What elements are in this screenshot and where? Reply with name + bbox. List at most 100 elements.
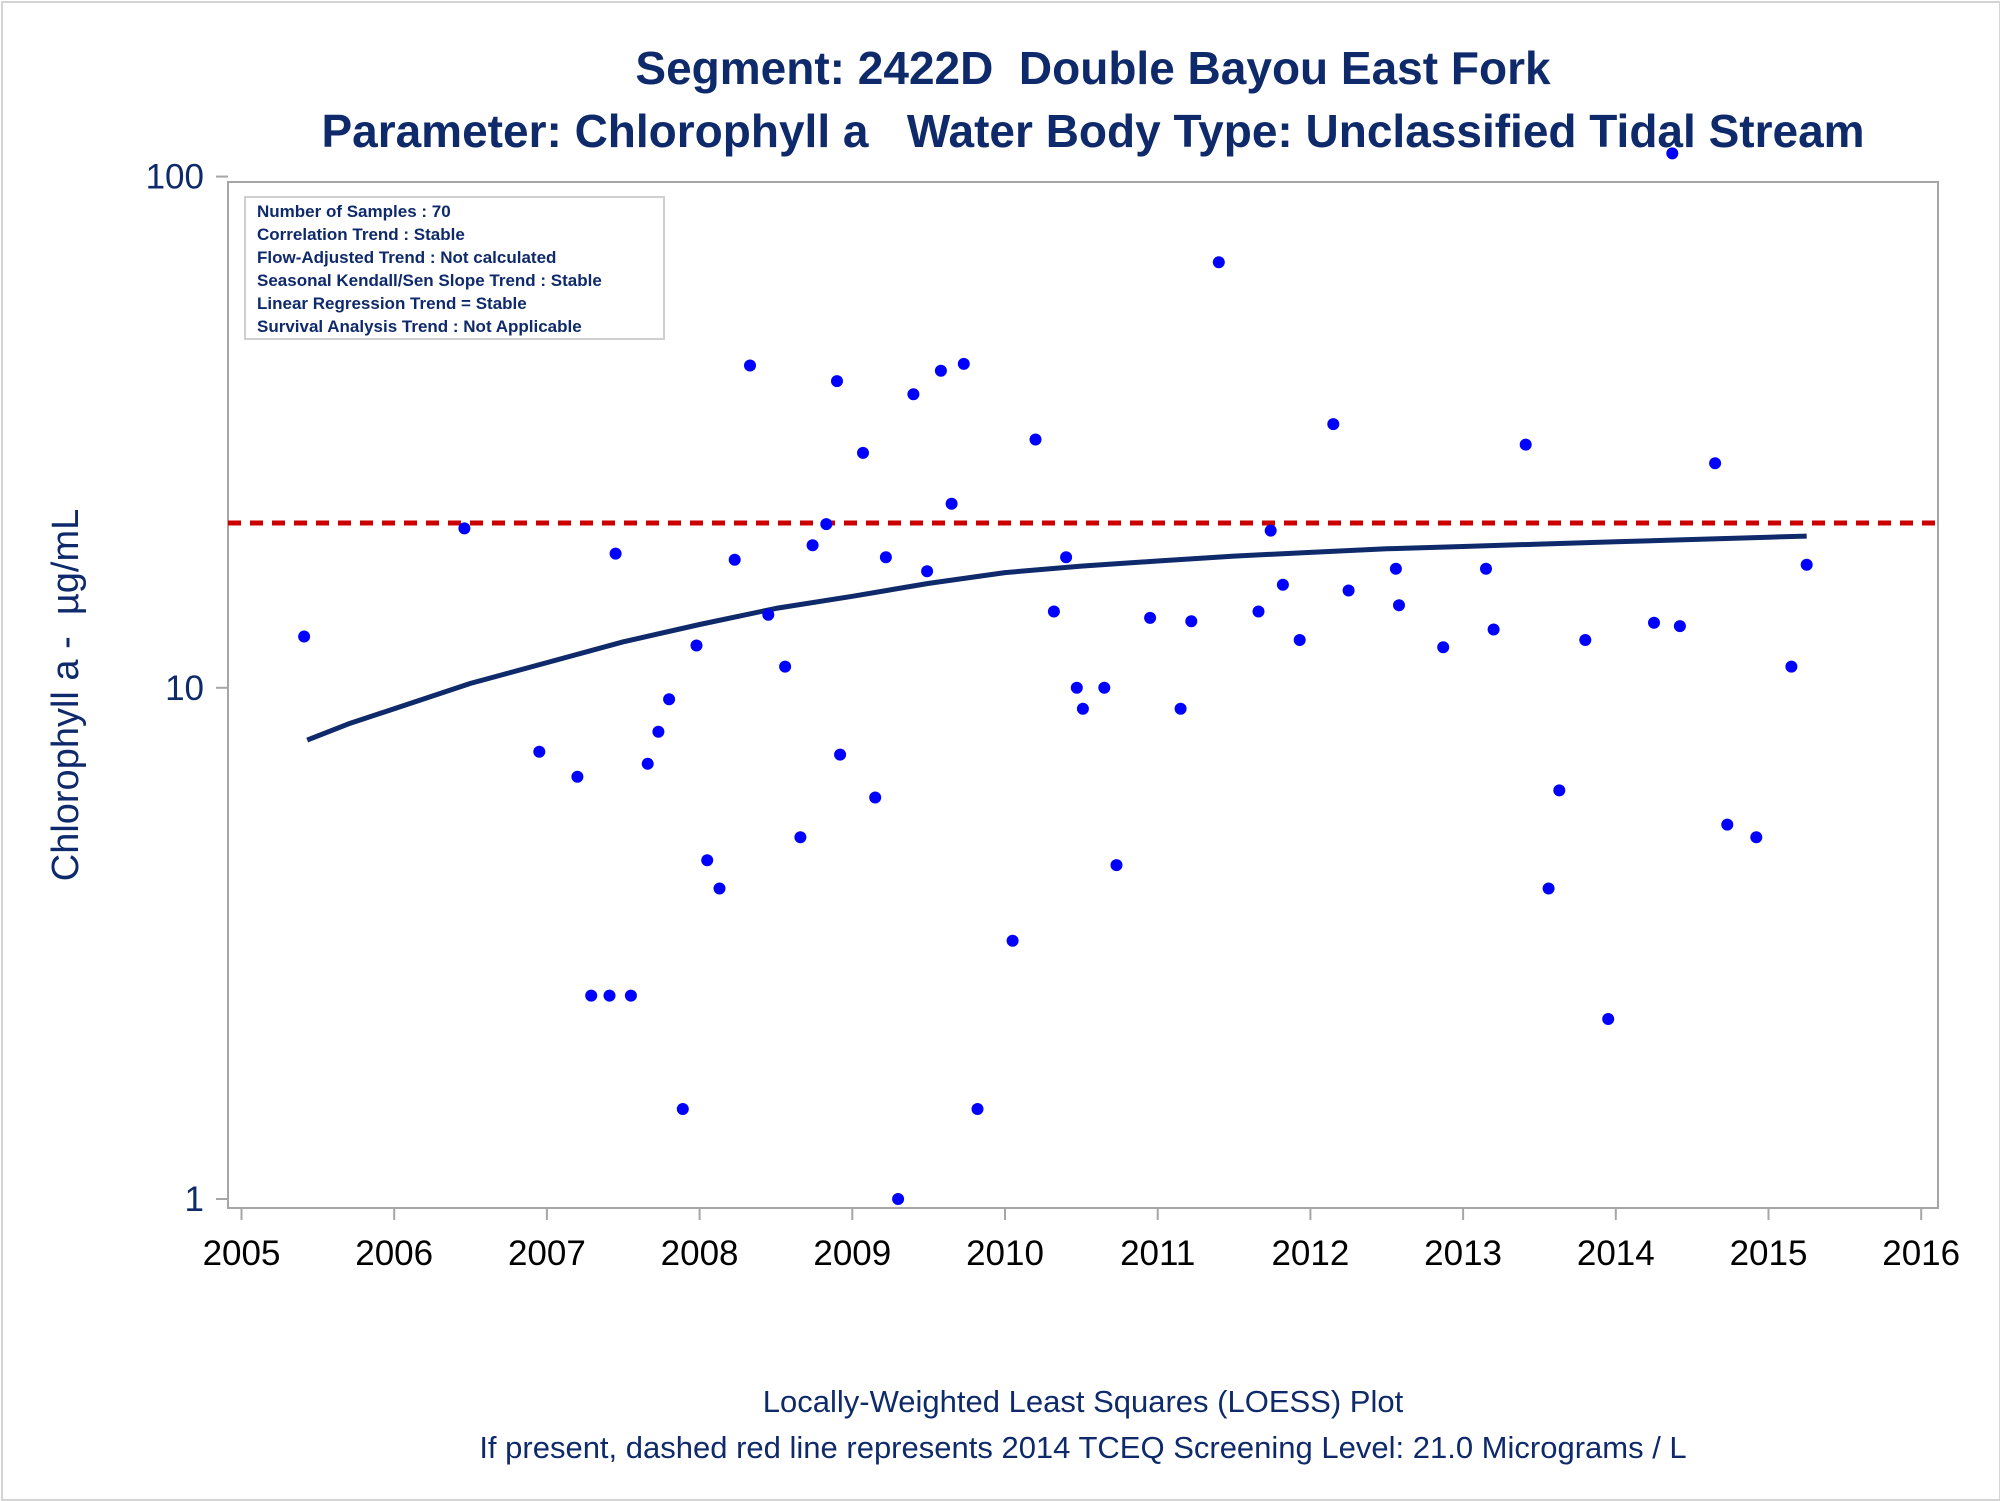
x-tick-label: 2016 bbox=[1882, 1234, 1960, 1273]
data-point bbox=[1519, 438, 1532, 451]
data-point bbox=[1800, 558, 1813, 571]
stats-line: Correlation Trend : Stable bbox=[257, 225, 465, 244]
data-point bbox=[1070, 681, 1083, 694]
x-tick-label: 2015 bbox=[1730, 1234, 1808, 1273]
data-point bbox=[690, 639, 703, 652]
x-axis: 2005 2006 2007 2008 2009 2010 2011 2012 2013 2014… bbox=[203, 1207, 1960, 1273]
stats-box: Number of Samples : 70 Correlation Trend… bbox=[244, 196, 665, 340]
data-point bbox=[1785, 660, 1798, 673]
x-tick-label: 2012 bbox=[1271, 1234, 1349, 1273]
data-point bbox=[794, 831, 807, 844]
y-tick-label: 1 bbox=[185, 1180, 204, 1219]
data-point bbox=[1602, 1013, 1615, 1025]
data-point bbox=[945, 497, 958, 510]
data-point bbox=[676, 1103, 689, 1115]
y-axis-label: Chlorophyll a - µg/mL bbox=[45, 509, 87, 882]
stats-line: Number of Samples : 70 bbox=[257, 202, 451, 221]
data-point bbox=[1666, 147, 1679, 160]
data-point bbox=[907, 388, 920, 401]
data-point bbox=[934, 364, 947, 377]
data-point bbox=[663, 693, 676, 706]
data-point bbox=[1553, 784, 1566, 797]
data-point bbox=[869, 791, 882, 804]
data-point bbox=[1006, 934, 1019, 947]
data-point bbox=[1542, 882, 1555, 895]
data-point bbox=[806, 539, 819, 552]
stats-line: Flow-Adjusted Trend : Not calculated bbox=[257, 248, 556, 267]
data-point bbox=[609, 547, 622, 560]
data-point bbox=[1648, 616, 1660, 629]
x-tick-label: 2005 bbox=[203, 1234, 281, 1273]
data-point bbox=[1393, 599, 1405, 612]
data-point bbox=[921, 565, 934, 578]
data-point bbox=[971, 1103, 984, 1115]
x-tick-label: 2007 bbox=[508, 1234, 586, 1273]
y-axis: 1 10 100 Chlorophyll a - µg/mL bbox=[45, 158, 228, 1219]
data-point bbox=[1487, 623, 1500, 636]
data-point bbox=[834, 748, 847, 761]
data-point bbox=[1174, 702, 1187, 715]
chart-subtitle: Parameter: Chlorophyll a Water Body Type… bbox=[321, 105, 1864, 157]
stats-line: Survival Analysis Trend : Not Applicable bbox=[257, 317, 582, 336]
data-point bbox=[1076, 702, 1089, 715]
x-tick-label: 2011 bbox=[1120, 1234, 1195, 1273]
data-point bbox=[1389, 562, 1402, 575]
footnote-line-1: Locally-Weighted Least Squares (LOESS) P… bbox=[763, 1384, 1404, 1419]
data-point bbox=[1144, 611, 1157, 624]
data-point bbox=[831, 375, 843, 388]
y-tick-label: 10 bbox=[165, 669, 204, 708]
x-tick-label: 2009 bbox=[813, 1234, 891, 1273]
chart-title: Segment: 2422D Double Bayou East Fork bbox=[635, 42, 1551, 94]
stats-line: Linear Regression Trend = Stable bbox=[257, 294, 527, 313]
stats-box-frame bbox=[244, 196, 665, 340]
data-point bbox=[533, 745, 546, 758]
x-tick-label: 2006 bbox=[355, 1234, 433, 1273]
data-point bbox=[458, 522, 471, 535]
stats-line: Seasonal Kendall/Sen Slope Trend : Stabl… bbox=[257, 271, 602, 290]
data-point bbox=[820, 518, 833, 531]
x-tick-label: 2013 bbox=[1424, 1234, 1502, 1273]
data-point bbox=[1047, 605, 1060, 618]
x-tick-label: 2008 bbox=[661, 1234, 739, 1273]
data-point bbox=[1098, 681, 1111, 694]
data-point bbox=[857, 446, 869, 459]
data-point bbox=[1709, 457, 1722, 470]
loess-line bbox=[306, 533, 1807, 743]
footnote-line-2: If present, dashed red line represents 2… bbox=[479, 1430, 1686, 1465]
data-point bbox=[1029, 433, 1042, 446]
data-point bbox=[1293, 634, 1306, 646]
data-point bbox=[1276, 578, 1289, 591]
data-point bbox=[1264, 524, 1277, 537]
data-point bbox=[624, 989, 637, 1002]
data-point bbox=[1110, 859, 1123, 872]
x-tick-label: 2014 bbox=[1577, 1234, 1655, 1273]
data-point bbox=[1327, 418, 1340, 431]
data-point bbox=[585, 989, 598, 1002]
data-point bbox=[652, 725, 665, 738]
data-point bbox=[1212, 256, 1225, 269]
data-point bbox=[728, 553, 741, 566]
data-point bbox=[298, 630, 311, 643]
data-point bbox=[641, 757, 654, 770]
data-point bbox=[1579, 634, 1592, 646]
data-point bbox=[879, 551, 892, 564]
data-point bbox=[762, 608, 775, 621]
data-point bbox=[1673, 620, 1686, 633]
data-point bbox=[1750, 831, 1763, 844]
data-point bbox=[957, 357, 970, 370]
data-point bbox=[744, 359, 756, 372]
data-point bbox=[1480, 562, 1492, 575]
data-point bbox=[1437, 641, 1450, 654]
data-point bbox=[1252, 605, 1265, 618]
data-point bbox=[1342, 584, 1355, 597]
data-point bbox=[571, 770, 584, 783]
data-point bbox=[603, 989, 616, 1002]
data-point bbox=[1721, 818, 1734, 831]
y-tick-label: 100 bbox=[146, 158, 204, 197]
x-tick-label: 2010 bbox=[966, 1234, 1044, 1273]
data-point bbox=[892, 1193, 905, 1205]
data-point bbox=[779, 660, 792, 673]
data-point bbox=[1060, 551, 1073, 564]
data-point bbox=[713, 882, 726, 895]
